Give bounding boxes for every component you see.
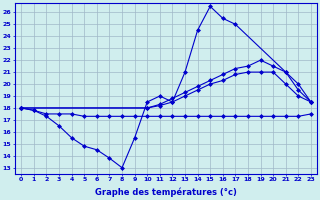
X-axis label: Graphe des températures (°c): Graphe des températures (°c) bbox=[95, 188, 237, 197]
